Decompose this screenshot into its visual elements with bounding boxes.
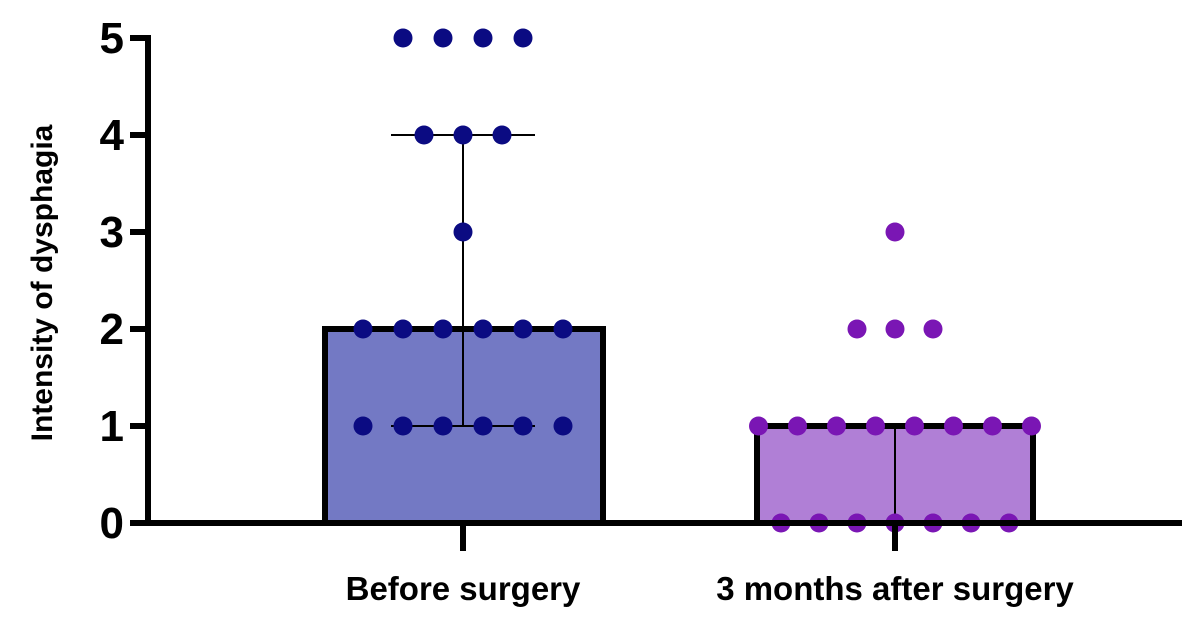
data-point-1-9 xyxy=(353,319,373,339)
data-point-1-11 xyxy=(433,319,453,339)
data-point-2-11 xyxy=(983,416,1002,436)
data-point-1-4 xyxy=(513,28,533,48)
data-point-2-5 xyxy=(749,416,768,436)
y-tick-label: 4 xyxy=(100,111,125,160)
x-tick-label: 3 months after surgery xyxy=(716,570,1074,607)
data-point-1-7 xyxy=(492,125,512,145)
data-point-2-9 xyxy=(905,416,924,436)
data-point-1-20 xyxy=(553,416,573,436)
y-tick-label: 2 xyxy=(100,305,124,354)
y-tick-label: 1 xyxy=(100,402,124,451)
data-point-1-17 xyxy=(433,416,453,436)
y-tick-label: 5 xyxy=(100,14,124,63)
data-point-1-15 xyxy=(353,416,373,436)
data-point-1-3 xyxy=(473,28,493,48)
data-point-1-14 xyxy=(553,319,573,339)
data-point-1-19 xyxy=(513,416,533,436)
y-axis-title: Intensity of dysphagia xyxy=(26,124,59,441)
y-tick-label: 3 xyxy=(100,208,124,257)
data-point-2-12 xyxy=(1022,416,1041,436)
data-point-1-12 xyxy=(473,319,493,339)
x-tick-label: Before surgery xyxy=(346,570,581,607)
data-point-2-4 xyxy=(923,319,943,339)
data-point-2-10 xyxy=(944,416,963,436)
data-point-1-18 xyxy=(473,416,493,436)
data-point-1-16 xyxy=(393,416,413,436)
data-point-1-6 xyxy=(453,125,473,145)
data-point-2-1 xyxy=(885,222,905,242)
data-point-1-8 xyxy=(453,222,473,242)
y-tick-label: 0 xyxy=(100,499,124,548)
data-point-1-5 xyxy=(414,125,434,145)
data-point-1-2 xyxy=(433,28,453,48)
data-point-2-7 xyxy=(827,416,846,436)
data-point-2-6 xyxy=(788,416,807,436)
data-point-1-10 xyxy=(393,319,413,339)
data-point-1-13 xyxy=(513,319,533,339)
data-point-2-2 xyxy=(847,319,867,339)
data-point-1-1 xyxy=(393,28,413,48)
data-point-2-3 xyxy=(885,319,905,339)
data-point-2-8 xyxy=(866,416,885,436)
